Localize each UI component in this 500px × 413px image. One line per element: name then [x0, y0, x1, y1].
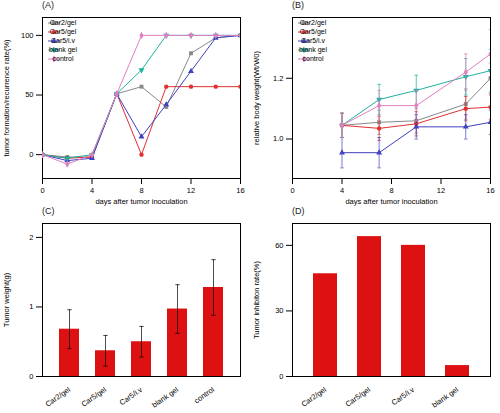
svg-text:Car5/gel: Car5/gel — [80, 385, 109, 409]
svg-text:blank gel: blank gel — [430, 385, 460, 410]
svg-text:1.0: 1.0 — [273, 134, 283, 143]
svg-text:30: 30 — [275, 306, 283, 315]
svg-text:Car5/i.v: Car5/i.v — [51, 37, 76, 44]
svg-text:16: 16 — [486, 186, 494, 195]
svg-text:tumor formation/recurrence rat: tumor formation/recurrence rate(%) — [2, 39, 11, 157]
svg-text:blank gel: blank gel — [49, 46, 77, 54]
svg-text:control: control — [192, 385, 216, 405]
svg-text:Car5/i.v: Car5/i.v — [390, 385, 417, 407]
svg-text:Car5/gel: Car5/gel — [300, 28, 327, 36]
svg-text:1: 1 — [29, 302, 33, 311]
svg-text:control: control — [302, 55, 323, 62]
svg-text:60: 60 — [275, 241, 283, 250]
svg-text:Car5/i.v: Car5/i.v — [118, 385, 145, 407]
svg-text:4: 4 — [90, 186, 94, 195]
svg-text:Car2/gel: Car2/gel — [44, 385, 73, 409]
svg-text:blank gel: blank gel — [299, 46, 327, 54]
svg-text:8: 8 — [139, 186, 143, 195]
svg-text:Tumor weight(g): Tumor weight(g) — [2, 272, 11, 327]
html-text:(D): (D) — [292, 206, 305, 216]
svg-text:16: 16 — [236, 186, 244, 195]
svg-text:50: 50 — [25, 90, 33, 99]
svg-text:Car2/gel: Car2/gel — [50, 19, 77, 27]
svg-text:Car5/gel: Car5/gel — [344, 385, 373, 409]
svg-text:1.2: 1.2 — [273, 74, 283, 83]
svg-text:8: 8 — [389, 186, 393, 195]
svg-text:Car5/gel: Car5/gel — [50, 28, 77, 36]
svg-text:Car5/i.v: Car5/i.v — [301, 37, 326, 44]
svg-text:days after tumor inoculation: days after tumor inoculation — [345, 197, 437, 206]
svg-text:blank gel: blank gel — [150, 385, 180, 410]
svg-text:12: 12 — [437, 186, 445, 195]
svg-text:2: 2 — [29, 233, 33, 242]
svg-text:Tumor inhibiton rate(%): Tumor inhibiton rate(%) — [252, 260, 261, 339]
svg-text:0: 0 — [40, 186, 44, 195]
svg-text:relative body weight(Wt/W0): relative body weight(Wt/W0) — [252, 51, 261, 145]
html-text:(A): (A) — [42, 0, 54, 10]
svg-text:12: 12 — [187, 186, 195, 195]
svg-text:0: 0 — [29, 150, 33, 159]
svg-text:0: 0 — [290, 186, 294, 195]
html-text:(C): (C) — [42, 206, 55, 216]
svg-text:0: 0 — [29, 372, 33, 381]
svg-text:4: 4 — [340, 186, 344, 195]
svg-text:Car2/gel: Car2/gel — [300, 19, 327, 27]
svg-text:days after tumor inoculation: days after tumor inoculation — [95, 197, 187, 206]
svg-text:100: 100 — [21, 31, 34, 40]
html-text:(B): (B) — [292, 0, 304, 10]
svg-text:Car2/gel: Car2/gel — [300, 385, 329, 409]
svg-text:0: 0 — [279, 372, 283, 381]
svg-text:control: control — [52, 55, 73, 62]
